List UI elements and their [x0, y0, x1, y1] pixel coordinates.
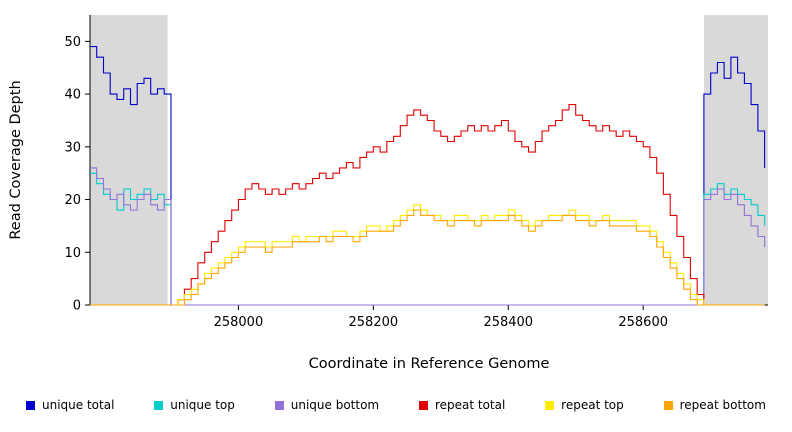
legend-label: repeat total	[434, 398, 506, 412]
legend-swatch-icon	[545, 400, 555, 410]
legend-label: unique bottom	[290, 398, 380, 412]
legend-swatch-icon	[418, 400, 428, 410]
legend-item: unique total	[26, 398, 114, 412]
x-tick-label: 258600	[618, 315, 668, 330]
y-tick-label: 10	[64, 246, 81, 261]
legend-item: unique bottom	[274, 398, 380, 412]
shaded-flank-region	[90, 15, 168, 305]
series-line-repeat-total	[90, 104, 765, 306]
x-tick-label: 258000	[214, 315, 264, 330]
legend-item: unique top	[154, 398, 235, 412]
legend-item: repeat top	[545, 398, 624, 412]
series-line-repeat-bottom	[90, 209, 765, 306]
legend-label: repeat bottom	[679, 398, 766, 412]
series-line-repeat-top	[90, 204, 765, 306]
legend: unique total unique top unique bottom repea…	[0, 398, 792, 412]
y-tick-label: 40	[64, 88, 81, 103]
legend-label: repeat top	[561, 398, 624, 412]
x-axis-title: Coordinate in Reference Genome	[308, 356, 550, 372]
legend-label: unique total	[42, 398, 115, 412]
coverage-plot: 258000 258200 258400 258600 0 10 20 30 40 50	[64, 15, 768, 330]
legend-item: repeat total	[418, 398, 506, 412]
legend-swatch-icon	[26, 400, 35, 410]
series-line-unique-bottom	[90, 167, 766, 306]
legend-label: unique top	[170, 398, 235, 412]
legend-item: repeat bottom	[663, 398, 766, 412]
y-tick-label: 20	[64, 193, 81, 208]
legend-swatch-icon	[274, 400, 284, 410]
legend-swatch-icon	[154, 400, 164, 410]
y-tick-label: 50	[64, 35, 81, 50]
y-tick-label: 30	[64, 140, 81, 155]
shaded-flank-region	[703, 15, 768, 305]
x-tick-label: 258200	[349, 315, 399, 330]
legend-swatch-icon	[663, 400, 673, 410]
x-tick-label: 258400	[483, 315, 533, 330]
y-tick-label: 0	[73, 299, 81, 314]
